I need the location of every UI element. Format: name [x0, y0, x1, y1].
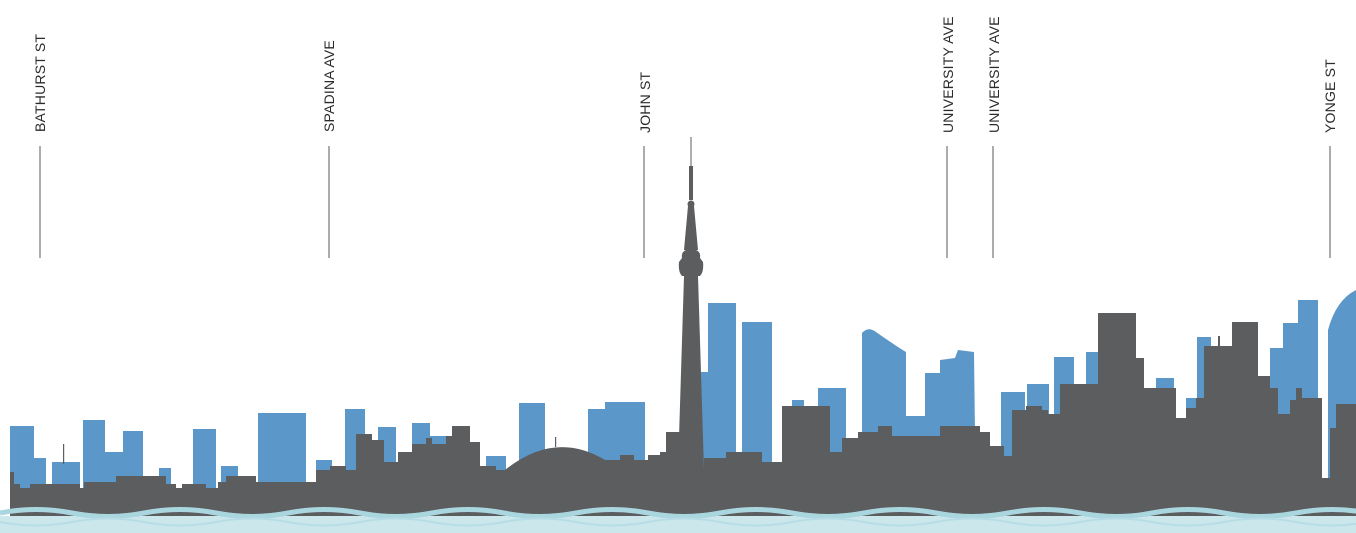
street-label-university-1: UNIVERSITY AVE — [940, 16, 956, 133]
existing-skyline — [10, 137, 1356, 516]
water-wave-lower — [0, 517, 1356, 527]
street-marker-spadina: SPADINA AVE — [321, 40, 337, 258]
cn-tower-icon — [678, 137, 704, 470]
street-label-university-2: UNIVERSITY AVE — [986, 16, 1002, 133]
antenna — [63, 444, 65, 464]
dome-stadium-icon — [555, 437, 557, 447]
water-wave — [0, 507, 1356, 519]
street-label-yonge: YONGE ST — [1322, 59, 1338, 133]
street-markers: BATHURST ST SPADINA AVE JOHN ST UNIVERSI… — [32, 16, 1338, 258]
water-body — [0, 516, 1356, 533]
street-marker-yonge: YONGE ST — [1322, 59, 1338, 258]
existing-skyline-silhouette — [10, 313, 1356, 516]
street-label-bathurst: BATHURST ST — [32, 34, 48, 132]
street-label-john: JOHN ST — [637, 71, 653, 133]
wave-icon — [0, 507, 1356, 533]
street-label-spadina: SPADINA AVE — [321, 40, 337, 132]
street-marker-university-2: UNIVERSITY AVE — [986, 16, 1002, 258]
street-marker-university-1: UNIVERSITY AVE — [940, 16, 956, 258]
street-marker-bathurst: BATHURST ST — [32, 34, 48, 258]
street-marker-john: JOHN ST — [637, 71, 653, 258]
